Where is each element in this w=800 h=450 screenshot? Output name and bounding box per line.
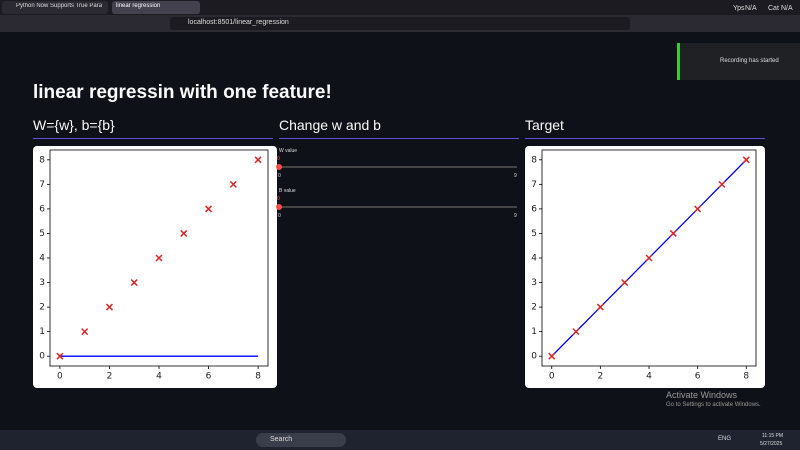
marker [694,205,702,213]
tab[interactable] [112,1,200,14]
watermark-title: Activate Windows [666,390,738,400]
y-tick-label: 3 [39,278,45,288]
y-tick-label: 3 [531,278,537,288]
slider-label: B value [279,188,296,194]
y-tick-label: 5 [39,229,45,239]
x-tick-label: 6 [695,372,701,382]
y-tick-label: 8 [531,155,537,165]
y-tick-label: 6 [531,204,537,214]
slider-handle[interactable] [276,164,282,170]
notification [677,43,800,80]
slider-value: 0 [277,196,280,202]
marker [572,328,580,336]
clock-date: 5/27/2025 [760,441,783,447]
tab-title[interactable]: linear regression [116,3,161,9]
marker [229,180,237,188]
marker [155,254,163,262]
slider-min: 0 [278,173,281,179]
y-tick-label: 5 [531,229,537,239]
toolbar-label: N/A [781,5,793,12]
taskbar [0,430,800,450]
slider-max: 9 [514,173,517,179]
url[interactable]: localhost:8501/linear_regression [188,19,289,26]
marker [254,156,262,164]
slider-handle[interactable] [276,204,282,210]
y-tick-label: 6 [39,204,45,214]
slider-max: 9 [514,213,517,219]
marker [130,279,138,287]
watermark-subtitle: Go to Settings to activate Windows. [666,402,761,408]
search-text[interactable]: Search [270,436,293,443]
x-tick-label: 2 [107,372,113,382]
marker [548,352,556,360]
marker [621,279,629,287]
marker [742,156,750,164]
marker [718,180,726,188]
y-tick-label: 4 [531,254,537,264]
marker [205,205,213,213]
y-tick-label: 2 [531,303,537,313]
marker [180,229,188,237]
toolbar-label: Yps [733,5,745,12]
column-header: Target [525,117,564,133]
header-divider [525,138,765,139]
header-divider [33,138,273,139]
y-tick-label: 2 [39,303,45,313]
column-header: Change w and b [279,117,381,133]
slider-track [279,206,517,208]
clock-time: 11:15 PM [762,433,784,439]
chart: 0 2 4 6 8 0 1 2 3 4 5 6 7 8 [531,149,757,382]
y-tick-label: 0 [39,352,45,362]
x-tick-label: 8 [255,372,261,382]
x-tick-label: 0 [549,372,555,382]
y-tick-label: 7 [531,180,537,190]
tab-bar [0,0,800,15]
x-tick-label: 4 [646,372,652,382]
y-tick-label: 1 [531,327,537,337]
x-tick-label: 2 [597,372,603,382]
slider-track [279,166,517,168]
tab[interactable] [2,1,108,14]
column-header: W={w}, b={b} [33,117,115,133]
y-tick-label: 1 [39,327,45,337]
chart: 0 2 4 6 8 0 1 2 3 4 5 6 7 8 [39,149,269,382]
marker [56,352,64,360]
y-tick-label: 8 [39,155,45,165]
slider-value: 0 [277,156,280,162]
y-tick-label: 0 [531,352,537,362]
y-tick-label: 4 [39,254,45,264]
y-tick-label: 7 [39,180,45,190]
header-divider [279,138,519,139]
marker [81,328,89,336]
toolbar-label: Cat [768,5,779,12]
notification-text: Recording has started [720,58,779,64]
x-tick-label: 6 [206,372,212,382]
marker [669,229,677,237]
marker [596,303,604,311]
search-box[interactable] [256,433,346,447]
language: ENG [718,436,732,442]
chart-card [525,146,765,388]
marker [645,254,653,262]
tab-title[interactable]: Python Now Supports True Paralle [16,3,102,9]
url-field[interactable] [170,17,630,30]
x-tick-label: 0 [57,372,63,382]
marker [105,303,113,311]
slider-min: 0 [278,213,281,219]
slider-label: W value [279,148,298,154]
toolbar-label: N/A [745,5,757,12]
app-title: linear regressin with one feature! [33,82,332,103]
x-tick-label: 8 [743,372,749,382]
x-tick-label: 4 [156,372,162,382]
